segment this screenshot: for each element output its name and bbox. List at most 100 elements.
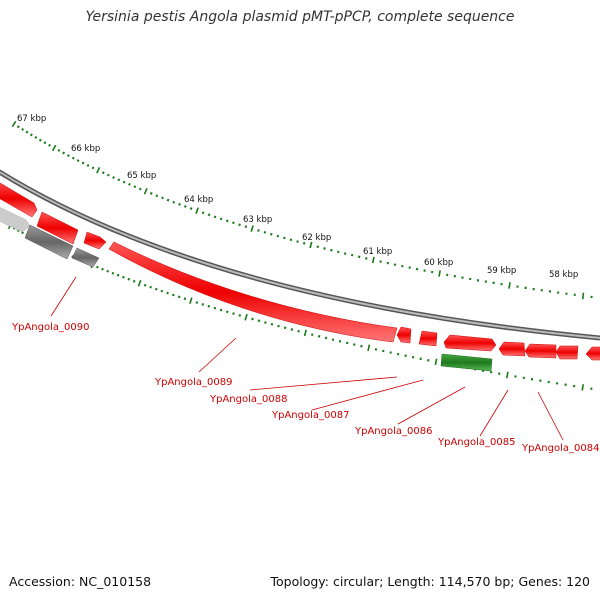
gene-arrow: [418, 330, 438, 347]
minor-tick: [270, 322, 274, 326]
minor-tick: [71, 156, 75, 160]
minor-tick: [149, 192, 153, 195]
gene-arrow: [443, 334, 497, 352]
minor-tick: [393, 263, 397, 266]
minor-tick: [401, 264, 404, 268]
minor-tick: [213, 306, 217, 310]
minor-tick: [324, 336, 328, 340]
kbp-label: 64 kbp: [184, 195, 213, 205]
minor-tick: [183, 297, 187, 301]
minor-tick: [101, 267, 104, 271]
leader-line: [311, 379, 424, 411]
minor-tick: [257, 319, 261, 323]
major-tick: [143, 187, 148, 195]
minor-tick: [290, 328, 294, 331]
minor-tick: [154, 287, 158, 291]
minor-tick: [132, 279, 136, 283]
minor-tick: [34, 135, 38, 139]
minor-tick: [112, 176, 115, 179]
minor-tick: [122, 180, 126, 184]
minor-tick: [297, 329, 300, 333]
major-tick: [581, 292, 585, 300]
gene-arrow: [440, 353, 493, 372]
minor-tick: [311, 333, 314, 336]
kbp-label: 67 kbp: [17, 114, 46, 124]
kbp-labels: 67 kbp 66 kbp 65 kbp 64 kbp 63 kbp 62 kb…: [17, 114, 578, 280]
minor-tick: [178, 202, 181, 206]
gene-arrow: [585, 346, 600, 361]
accession-text: Accession: NC_010158: [9, 574, 152, 589]
minor-tick: [160, 289, 164, 293]
leader-line: [50, 276, 77, 317]
kbp-label: 62 kbp: [302, 233, 331, 243]
leader-line: [198, 337, 237, 373]
kbp-label: 58 kbp: [549, 270, 578, 280]
major-tick: [367, 344, 371, 352]
backbone-arc-inner: [0, 171, 600, 339]
major-tick: [581, 384, 584, 391]
minor-tick: [67, 154, 70, 157]
minor-tick: [81, 161, 85, 165]
major-tick: [96, 167, 101, 174]
minor-tick: [338, 339, 342, 343]
kbp-label: 59 kbp: [487, 266, 516, 276]
minor-tick: [101, 171, 105, 175]
minor-tick: [296, 240, 299, 243]
gene-arrow: [71, 247, 100, 268]
major-tick: [189, 297, 193, 304]
minor-tick: [177, 295, 181, 299]
gene-label: YpAngola_0089: [154, 377, 232, 388]
gene-arrow: [36, 211, 79, 245]
leader-line: [479, 389, 509, 437]
kbp-label: 65 kbp: [127, 171, 156, 181]
minor-tick: [379, 260, 382, 263]
leader-line: [537, 391, 564, 441]
major-tick: [195, 207, 199, 214]
minor-tick: [155, 194, 159, 198]
major-tick: [508, 282, 511, 289]
minor-tick: [201, 211, 205, 215]
minor-tick: [143, 283, 147, 287]
minor-tick: [25, 130, 29, 134]
kbp-label: 63 kbp: [243, 215, 272, 225]
forward-genes: [0, 182, 38, 218]
minor-tick: [276, 234, 280, 238]
minor-tick: [264, 321, 267, 324]
gene-arrow: [0, 207, 31, 233]
major-tick: [434, 358, 438, 366]
minor-tick: [57, 149, 61, 152]
minor-tick: [62, 151, 66, 155]
minor-tick: [316, 245, 319, 249]
minor-tick: [345, 341, 349, 345]
map-title: Yersinia pestis Angola plasmid pMT-pPCP,…: [85, 9, 515, 25]
kbp-label: 60 kbp: [424, 258, 453, 268]
minor-tick: [166, 291, 169, 295]
gene-label: YpAngola_0085: [437, 437, 515, 448]
minor-tick: [238, 223, 241, 227]
minor-tick: [138, 187, 142, 191]
minor-tick: [201, 303, 205, 306]
minor-tick: [225, 219, 229, 223]
minor-tick: [128, 182, 131, 186]
gene-arrow: [108, 241, 398, 343]
minor-tick: [133, 185, 137, 189]
minor-tick: [172, 293, 175, 297]
topology-text: Topology: circular; Length: 114,570 bp; …: [270, 574, 591, 589]
gene-arrow: [0, 182, 38, 218]
minor-tick: [91, 166, 95, 170]
minor-tick: [43, 141, 47, 145]
gene-label: YpAngola_0087: [271, 410, 349, 421]
minor-tick: [16, 125, 20, 129]
minor-tick: [122, 275, 125, 279]
minor-tick: [270, 232, 273, 236]
label-leaders: [50, 276, 564, 441]
gene-label: YpAngola_0084: [521, 443, 599, 454]
major-tick: [506, 371, 509, 379]
leader-line: [397, 386, 466, 425]
minor-tick: [225, 310, 229, 314]
minor-tick: [161, 196, 164, 200]
minor-tick: [207, 304, 211, 308]
minor-tick: [48, 143, 51, 147]
minor-tick: [330, 248, 333, 252]
minor-tick: [149, 285, 152, 289]
